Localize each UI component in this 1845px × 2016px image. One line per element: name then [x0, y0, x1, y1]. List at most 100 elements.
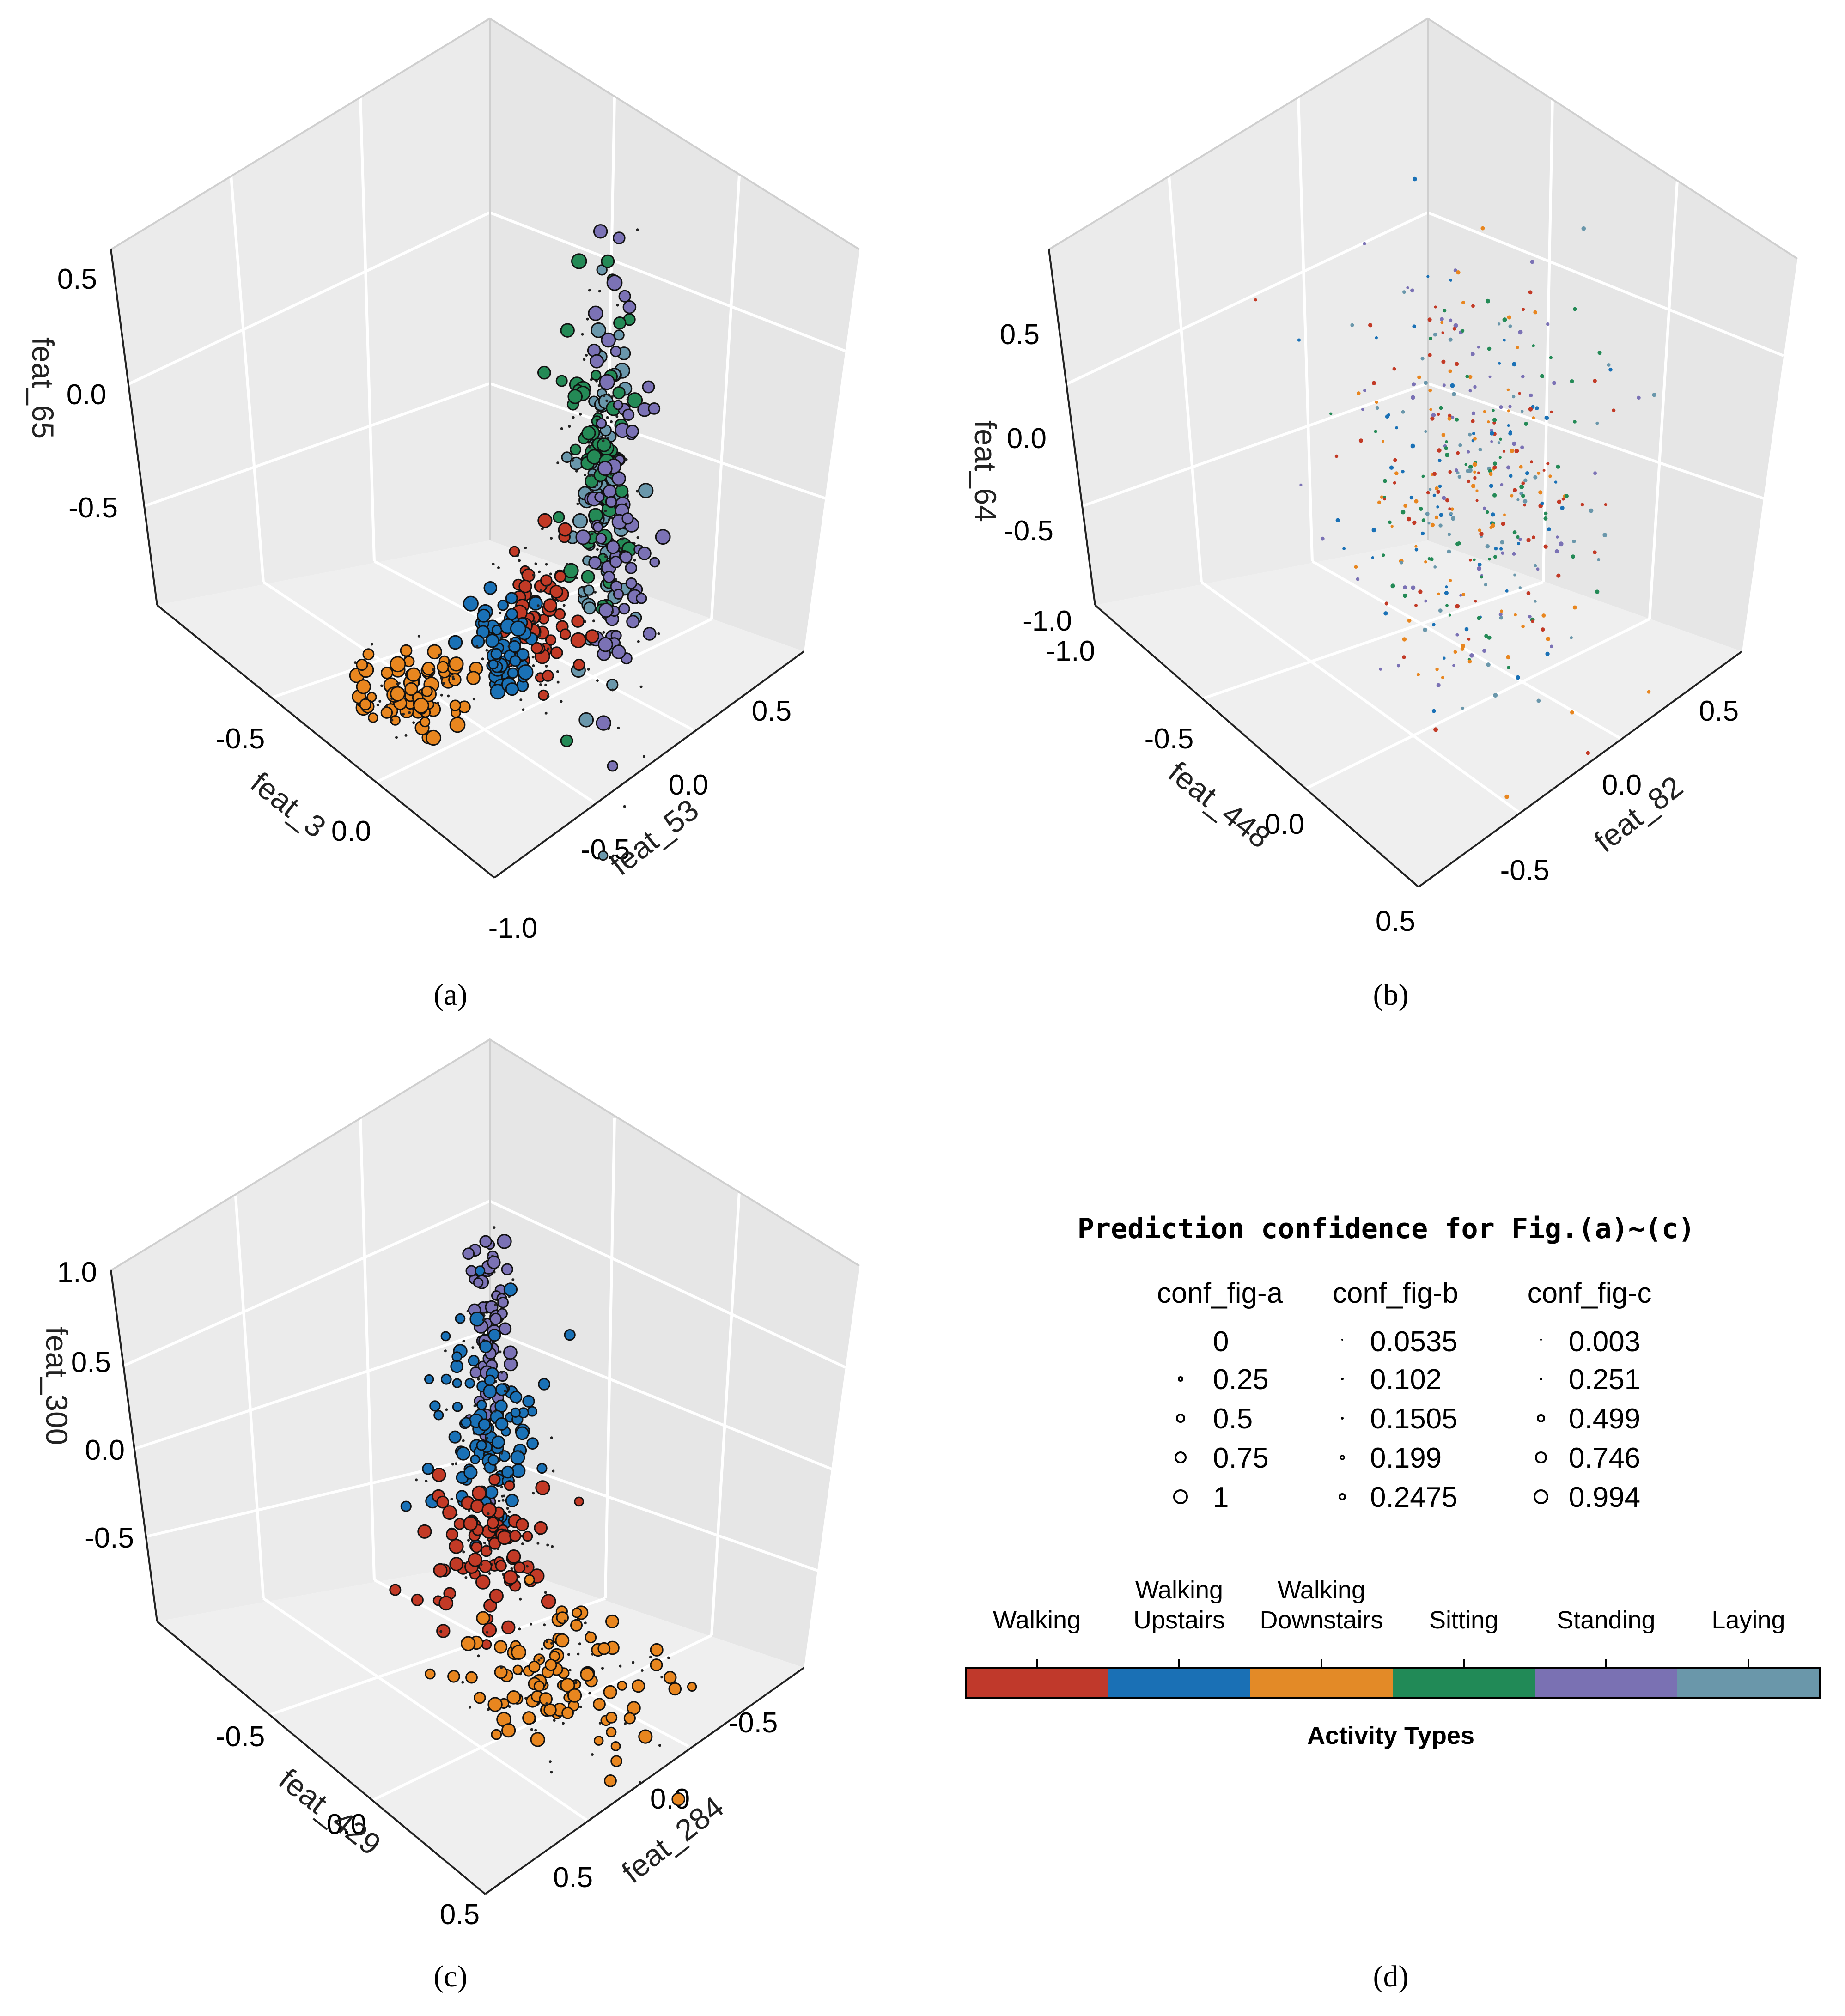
data-point [1451, 516, 1455, 521]
data-point [470, 1454, 481, 1465]
data-point [1464, 463, 1467, 466]
data-point [551, 1545, 554, 1548]
data-point [611, 644, 626, 659]
colorbar-label: Walking [1135, 1576, 1223, 1604]
data-point [452, 1402, 463, 1412]
data-point [1403, 593, 1407, 598]
data-point [489, 1588, 504, 1603]
data-point [1512, 530, 1517, 534]
data-point [1401, 410, 1405, 414]
panel-a-box-edges [110, 17, 860, 540]
data-point [1492, 409, 1495, 412]
data-point [595, 533, 607, 545]
data-point [621, 538, 624, 541]
data-point [687, 1682, 697, 1692]
data-point [605, 399, 609, 402]
data-point [442, 682, 445, 685]
data-point [497, 1234, 512, 1249]
data-point [1436, 683, 1441, 687]
data-point [1467, 450, 1470, 454]
data-point [515, 1426, 530, 1440]
data-point [1350, 323, 1354, 327]
panel-b-x-tick: 0.0 [1265, 808, 1304, 840]
data-point [555, 375, 568, 387]
data-point [1490, 440, 1493, 443]
data-point [512, 1664, 523, 1675]
data-point [462, 1247, 475, 1260]
data-point [626, 615, 640, 629]
data-point [1492, 465, 1497, 470]
data-point [440, 1331, 451, 1342]
data-point [1544, 511, 1548, 516]
data-point [1432, 493, 1436, 497]
data-point [1375, 336, 1378, 340]
legend-size-symbol [1341, 1417, 1344, 1420]
caption-a: (a) [433, 978, 467, 1012]
data-point [510, 1474, 513, 1477]
legend-col-header: conf_fig-b [1333, 1277, 1458, 1309]
data-point [1523, 504, 1527, 507]
data-point [1297, 338, 1301, 342]
data-point [404, 682, 418, 696]
data-point [1382, 440, 1384, 443]
data-point [1502, 317, 1507, 322]
data-point [516, 1401, 519, 1404]
data-point [1437, 592, 1440, 596]
data-point [1416, 673, 1420, 676]
data-point [1427, 317, 1432, 322]
colorbar-segment-standing [1535, 1668, 1677, 1698]
legend-size-symbol [1534, 1489, 1548, 1504]
data-point [1604, 503, 1608, 506]
data-point [563, 1619, 566, 1622]
data-point [1402, 655, 1406, 659]
data-point [530, 1732, 545, 1747]
legend-size-symbol [1340, 1455, 1345, 1460]
data-point [499, 1322, 512, 1336]
panel-c-x-tick: 0.5 [440, 1899, 480, 1931]
data-point [1417, 375, 1421, 379]
data-point [533, 620, 536, 624]
data-point [1429, 337, 1432, 340]
data-point [604, 510, 607, 512]
data-point [487, 1454, 499, 1466]
data-point [1400, 510, 1406, 515]
data-point [1552, 381, 1557, 385]
data-point [1412, 324, 1416, 328]
data-point [1445, 453, 1449, 457]
data-point [584, 1621, 587, 1625]
data-point [1528, 290, 1533, 295]
data-point [1509, 430, 1512, 433]
data-point [572, 513, 588, 529]
data-point [440, 693, 443, 697]
data-point [1453, 323, 1458, 328]
data-point [447, 1670, 460, 1683]
data-point [471, 1346, 475, 1349]
data-point [1571, 554, 1575, 559]
data-point [1586, 751, 1590, 755]
data-point [1424, 560, 1427, 564]
data-point [1448, 470, 1452, 474]
data-point [1548, 474, 1552, 478]
data-point [396, 682, 399, 686]
data-point [380, 684, 383, 687]
data-point [1595, 421, 1599, 425]
data-point [623, 1712, 636, 1725]
data-point [606, 1726, 617, 1737]
data-point [1456, 451, 1460, 455]
data-point [542, 669, 554, 682]
data-point [1447, 533, 1451, 536]
colorbar-label: Standing [1557, 1606, 1655, 1634]
data-point [488, 659, 499, 670]
data-point [617, 1681, 627, 1691]
data-point [501, 1499, 505, 1502]
data-point [1518, 538, 1522, 541]
data-point [1368, 323, 1373, 328]
data-point [1529, 393, 1533, 398]
data-point [1506, 465, 1510, 470]
data-point [540, 1657, 543, 1660]
data-point [1593, 471, 1597, 475]
data-point [535, 674, 538, 677]
colorbar-label: Walking [1278, 1576, 1365, 1604]
data-point [1448, 613, 1451, 617]
panel-b-y-tick: 0.0 [1602, 769, 1642, 801]
